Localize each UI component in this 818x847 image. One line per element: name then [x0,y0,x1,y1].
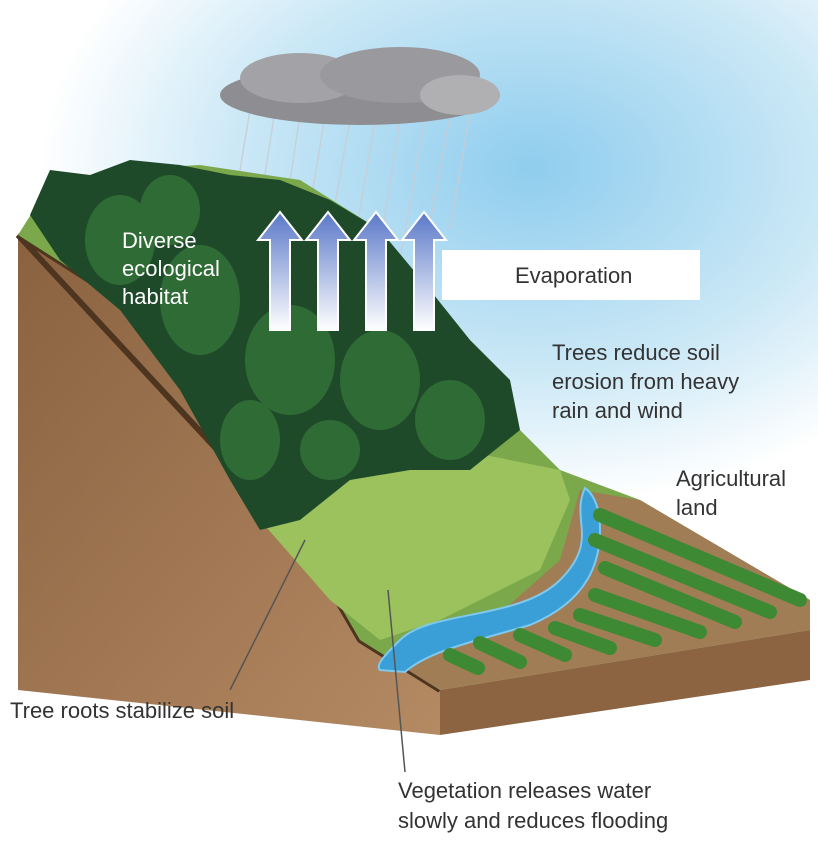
label: ecological [122,256,220,281]
label: Tree roots stabilize soil [10,698,234,723]
label: erosion from heavy [552,369,739,394]
label: Agricultural [676,466,786,491]
label: Diverse [122,228,197,253]
diagram: Diverse ecological habitat Evaporation T… [0,0,818,842]
label: slowly and reduces flooding [398,808,668,833]
label: Vegetation releases water [398,778,651,803]
cloud [220,47,500,125]
label: Evaporation [515,263,632,288]
label: rain and wind [552,398,683,423]
label: Trees reduce soil [552,340,720,365]
label: habitat [122,284,188,309]
label: land [676,495,718,520]
